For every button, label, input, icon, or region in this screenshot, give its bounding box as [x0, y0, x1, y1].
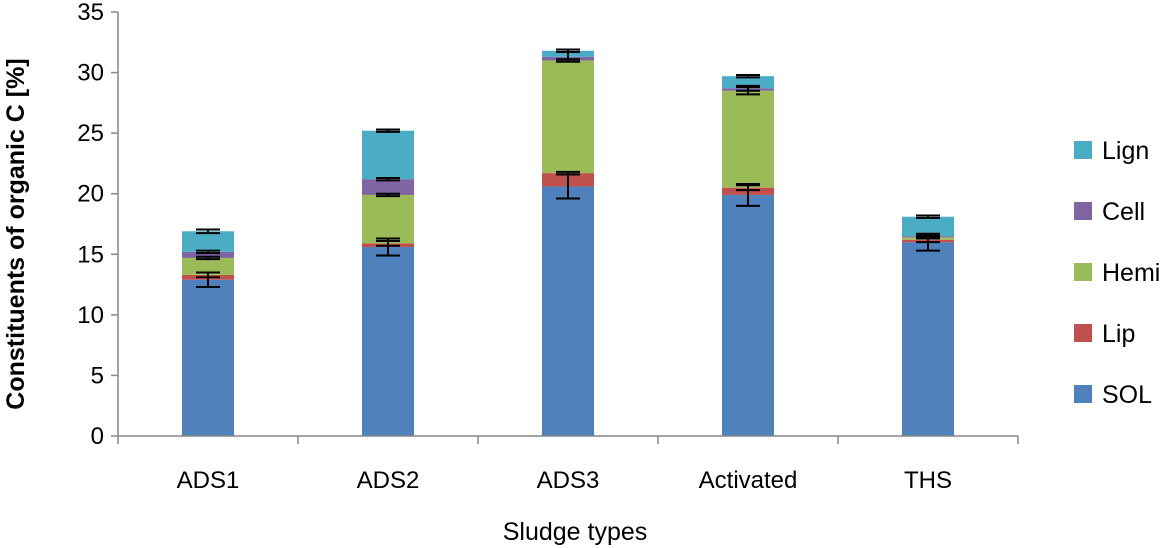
y-tick-label: 20 — [77, 181, 104, 208]
bar-sol-ads3 — [542, 186, 594, 436]
bar-hemi-ads3 — [542, 60, 594, 174]
legend-swatch — [1074, 202, 1092, 220]
bar-sol-ads2 — [362, 247, 414, 436]
error-bar — [196, 249, 220, 255]
axes — [111, 11, 1019, 444]
error-bars — [196, 48, 940, 288]
y-axis-title: Constituents of organic C [%] — [2, 58, 30, 409]
legend-swatch — [1074, 385, 1092, 403]
error-bar — [196, 271, 220, 279]
error-bar — [736, 184, 760, 192]
error-bar — [916, 214, 940, 219]
legend-swatch — [1074, 141, 1092, 159]
bar-lign-ths — [902, 216, 954, 237]
bar-hemi-ads2 — [362, 194, 414, 244]
error-bar — [736, 84, 760, 92]
error-bar — [376, 239, 400, 247]
legend-item-hemi: Hemi — [1074, 259, 1160, 287]
bar-hemi-activated — [722, 90, 774, 188]
legend-label: Cell — [1102, 198, 1145, 226]
legend-swatch — [1074, 324, 1092, 342]
bar-cell-ads1 — [182, 251, 234, 258]
bar-cell-ads2 — [362, 179, 414, 195]
legend-label: SOL — [1102, 381, 1152, 409]
y-tick-label: 0 — [91, 423, 104, 450]
legend: Lign Cell Hemi Lip SOL — [1074, 137, 1160, 409]
y-tick-label: 10 — [77, 302, 104, 329]
bar-sol-activated — [722, 194, 774, 436]
bar-sol-ads1 — [182, 279, 234, 436]
error-bar — [196, 255, 220, 261]
bar-lign-ads2 — [362, 130, 414, 180]
x-tick-label: THS — [904, 467, 952, 494]
error-bar — [376, 176, 400, 182]
error-bar — [556, 48, 580, 53]
x-axis-title: Sludge types — [503, 518, 648, 546]
y-tick-label: 30 — [77, 60, 104, 87]
legend-item-cell: Cell — [1074, 198, 1145, 226]
legend-item-lign: Lign — [1074, 137, 1149, 165]
y-tick-labels: 0 5 10 15 20 25 30 35 — [77, 0, 104, 450]
bar-lign-activated — [722, 76, 774, 89]
y-tick-label: 15 — [77, 241, 104, 268]
y-tick-label: 35 — [77, 0, 104, 26]
x-tick-label: Activated — [699, 467, 798, 494]
error-bar — [556, 170, 580, 176]
y-tick-label: 25 — [77, 120, 104, 147]
legend-item-sol: SOL — [1074, 381, 1152, 409]
legend-label: Lign — [1102, 137, 1149, 165]
error-bar — [376, 192, 400, 198]
x-tick-labels: ADS1 ADS2 ADS3 Activated THS — [177, 467, 952, 494]
bar-hemi-ads1 — [182, 257, 234, 275]
bar-lign-ads1 — [182, 231, 234, 252]
legend-swatch — [1074, 263, 1092, 281]
x-tick-label: ADS1 — [177, 467, 240, 494]
y-tick-label: 5 — [91, 362, 104, 389]
x-tick-label: ADS3 — [537, 467, 600, 494]
bar-sol-ths — [902, 242, 954, 436]
error-bar — [196, 228, 220, 235]
error-bar — [736, 73, 760, 79]
legend-label: Hemi — [1102, 259, 1160, 287]
legend-item-lip: Lip — [1074, 320, 1135, 348]
error-bar — [916, 233, 940, 239]
bars — [182, 50, 954, 436]
x-tick-label: ADS2 — [357, 467, 420, 494]
legend-label: Lip — [1102, 320, 1135, 348]
error-bar — [376, 128, 400, 133]
